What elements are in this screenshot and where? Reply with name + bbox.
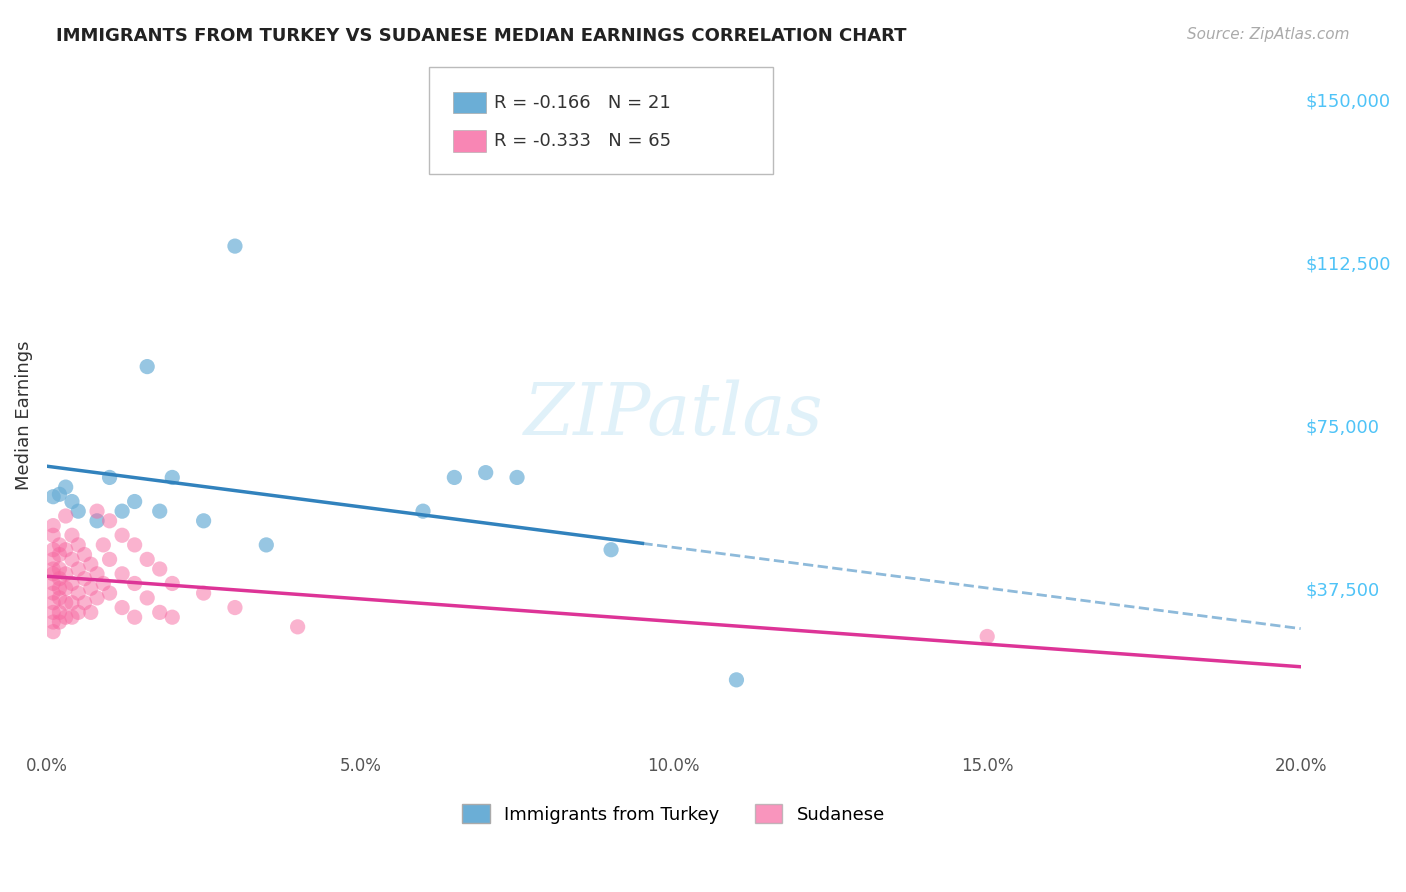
Point [111,504,134,518]
Point [254,538,277,552]
Point [55,480,77,494]
Point [98,514,121,528]
Point [67,586,90,600]
Point [55,596,77,610]
Point [193,586,215,600]
Point [111,600,134,615]
Point [48,538,70,552]
Point [287,620,309,634]
Point [86,591,108,605]
Point [67,538,90,552]
Point [149,562,172,576]
Point [162,576,184,591]
Point [48,548,70,562]
Point [42,542,65,557]
Point [86,504,108,518]
Text: IMMIGRANTS FROM TURKEY VS SUDANESE MEDIAN EARNINGS CORRELATION CHART: IMMIGRANTS FROM TURKEY VS SUDANESE MEDIA… [56,27,907,45]
Point [124,538,146,552]
Point [149,504,172,518]
Point [224,239,246,253]
Point [42,490,65,504]
Point [67,504,90,518]
Text: ZIPatlas: ZIPatlas [524,379,824,450]
Point [42,552,65,566]
Point [60,528,83,542]
Point [42,624,65,639]
Point [48,582,70,596]
Point [42,518,65,533]
Point [474,466,496,480]
Point [60,494,83,508]
Point [55,582,77,596]
Point [55,610,77,624]
Point [976,630,998,644]
Point [162,470,184,484]
Point [67,606,90,620]
Point [149,606,172,620]
Point [162,610,184,624]
Point [60,596,83,610]
Text: Source: ZipAtlas.com: Source: ZipAtlas.com [1187,27,1350,42]
Point [80,582,103,596]
Legend: Immigrants from Turkey, Sudanese: Immigrants from Turkey, Sudanese [456,797,893,830]
Point [42,576,65,591]
Point [86,566,108,581]
Point [98,470,121,484]
Point [111,566,134,581]
Point [600,542,623,557]
Point [48,487,70,501]
Point [42,562,65,576]
Point [506,470,529,484]
Point [60,610,83,624]
Point [60,576,83,591]
Point [67,562,90,576]
Point [48,606,70,620]
Point [124,576,146,591]
Point [55,566,77,581]
Point [73,548,96,562]
Point [42,615,65,629]
Point [98,552,121,566]
Point [224,600,246,615]
Point [91,576,114,591]
Point [42,606,65,620]
Point [124,610,146,624]
Y-axis label: Median Earnings: Median Earnings [15,340,32,490]
Point [124,494,146,508]
Point [91,538,114,552]
Point [42,528,65,542]
Point [48,562,70,576]
Point [48,572,70,586]
Point [48,615,70,629]
Point [42,586,65,600]
Point [136,591,159,605]
Point [42,596,65,610]
Point [73,596,96,610]
Point [42,566,65,581]
Point [55,508,77,523]
Text: R = -0.166   N = 21: R = -0.166 N = 21 [494,94,671,112]
Point [80,557,103,571]
Point [111,528,134,542]
Point [98,586,121,600]
Point [443,470,465,484]
Point [86,514,108,528]
Point [60,552,83,566]
Point [73,572,96,586]
Point [80,606,103,620]
Point [55,542,77,557]
Point [193,514,215,528]
Point [136,552,159,566]
Point [725,673,748,687]
Text: R = -0.333   N = 65: R = -0.333 N = 65 [494,132,671,150]
Point [48,591,70,605]
Point [136,359,159,374]
Point [412,504,434,518]
